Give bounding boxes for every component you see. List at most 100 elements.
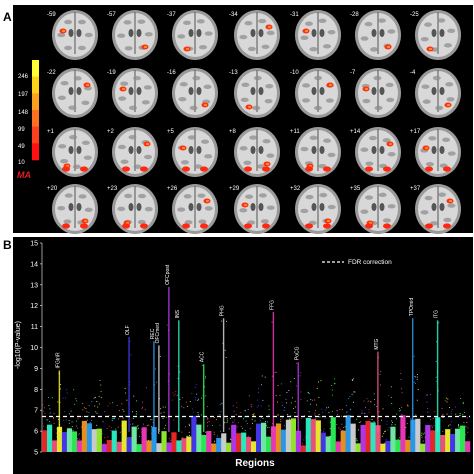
data-point	[258, 388, 259, 389]
data-point	[119, 431, 121, 433]
region-column	[141, 427, 147, 452]
data-point	[327, 406, 329, 408]
data-point	[314, 414, 316, 416]
data-point	[160, 412, 162, 414]
data-point	[399, 408, 400, 409]
brain-slice: -10	[290, 68, 341, 118]
colorbar-tick-10: 10	[18, 160, 25, 166]
data-point	[216, 435, 218, 437]
data-point	[226, 420, 228, 422]
data-point	[378, 357, 380, 359]
data-point	[234, 419, 236, 421]
data-point	[136, 425, 138, 427]
region-label: REC	[150, 328, 156, 339]
colorbar-swatch	[32, 76, 39, 94]
data-point	[386, 423, 388, 425]
data-point	[95, 396, 97, 398]
data-point	[417, 376, 419, 378]
data-point	[427, 411, 429, 413]
region-column	[176, 440, 182, 452]
data-point	[220, 430, 222, 432]
region-column	[355, 443, 361, 452]
data-point	[194, 387, 196, 389]
data-point	[205, 395, 207, 397]
region-column	[121, 420, 127, 452]
data-point	[384, 431, 386, 433]
data-point	[395, 418, 397, 420]
data-point	[107, 436, 109, 438]
y-axis: 5 6 7 8 9 10 11 12 13 14 15	[30, 241, 43, 457]
peak-stem	[202, 364, 205, 432]
region-column	[365, 420, 371, 452]
data-point	[382, 408, 384, 410]
data-point	[188, 431, 190, 433]
data-point	[141, 408, 143, 410]
data-point	[132, 411, 133, 413]
data-point	[244, 416, 246, 418]
region-column	[405, 439, 411, 452]
data-point	[110, 430, 112, 432]
data-point	[426, 401, 428, 403]
data-point	[328, 411, 330, 413]
data-point	[268, 426, 270, 428]
data-point	[427, 407, 429, 409]
data-point	[307, 391, 309, 393]
data-point	[314, 412, 316, 414]
data-point	[336, 413, 338, 415]
region-column	[290, 418, 297, 452]
slice-number: +2	[107, 129, 115, 135]
region-column	[221, 433, 227, 452]
data-point	[392, 422, 394, 423]
data-point	[379, 373, 381, 375]
region-column	[81, 420, 87, 452]
data-point	[122, 417, 124, 419]
data-point	[351, 379, 353, 381]
data-point	[441, 415, 443, 416]
data-point	[88, 412, 90, 414]
data-point	[132, 423, 134, 425]
slice-number: +20	[47, 186, 58, 192]
data-point	[245, 420, 247, 422]
brain-slice: +26	[167, 184, 218, 234]
data-point	[197, 398, 199, 400]
peak-stem	[58, 370, 61, 432]
data-point	[219, 424, 221, 426]
data-point	[206, 418, 208, 420]
data-point	[81, 416, 83, 418]
data-point	[414, 375, 416, 377]
data-point	[177, 378, 179, 379]
data-point	[137, 424, 139, 426]
data-point	[284, 425, 285, 427]
data-point	[63, 419, 64, 421]
data-point	[86, 411, 88, 413]
data-point	[76, 400, 78, 402]
slice-number: +29	[229, 186, 240, 192]
data-point	[185, 401, 187, 403]
data-point	[459, 415, 461, 417]
data-point	[125, 415, 127, 417]
data-point	[181, 406, 183, 408]
data-point	[416, 399, 418, 401]
data-point	[396, 413, 398, 415]
data-point	[373, 393, 375, 395]
data-point	[171, 399, 173, 401]
data-point	[138, 427, 139, 429]
x-axis-label: Regions	[235, 458, 275, 469]
data-point	[253, 413, 255, 415]
data-point	[330, 421, 332, 423]
data-point	[166, 324, 168, 326]
data-point	[436, 380, 438, 382]
brain-slice: -57	[107, 10, 158, 60]
legend-fdr-correction: FDR correction	[348, 259, 392, 266]
data-point	[77, 418, 79, 420]
region-column	[420, 443, 426, 452]
brain-slice: +23	[107, 184, 158, 234]
data-point	[271, 321, 273, 323]
data-point	[89, 422, 91, 423]
data-point	[321, 411, 323, 413]
data-point	[341, 409, 343, 411]
data-point	[119, 409, 121, 411]
region-column	[71, 431, 78, 452]
region-column	[251, 441, 257, 452]
